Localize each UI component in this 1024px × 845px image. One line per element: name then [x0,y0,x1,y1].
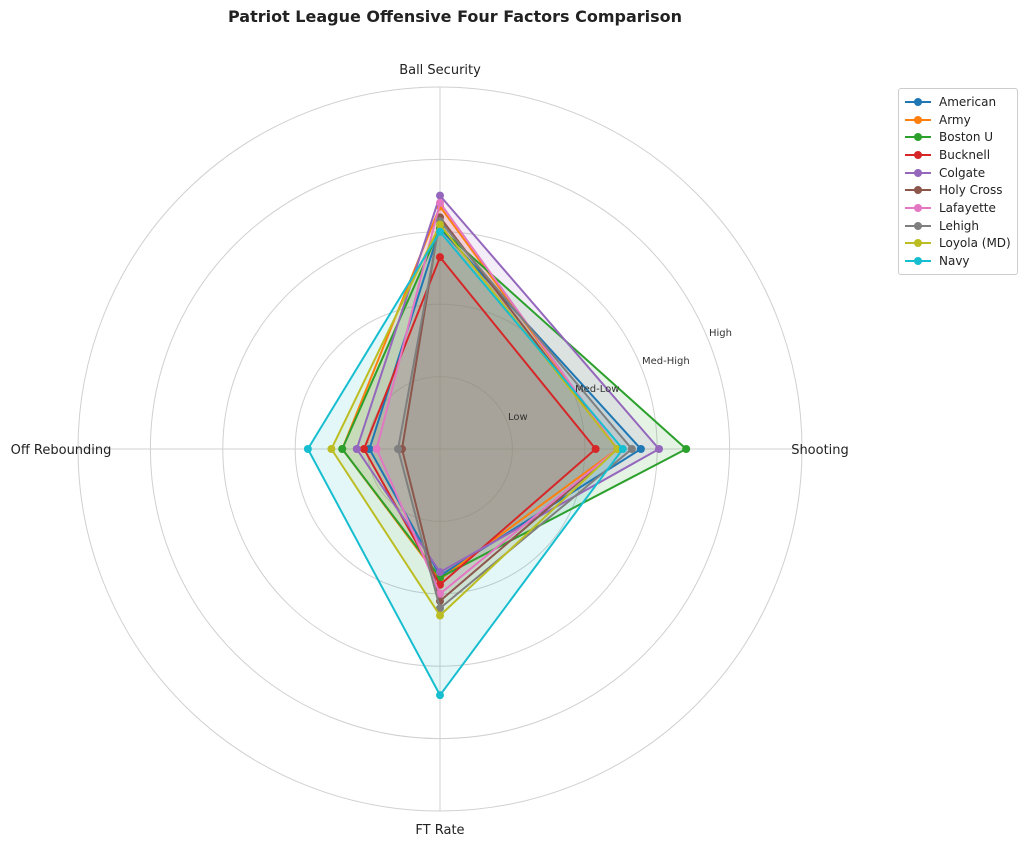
legend-marker-icon [905,114,931,126]
data-point [338,445,347,453]
legend-item: Army [899,111,1017,129]
data-point [436,604,444,613]
series-fill [307,231,623,696]
data-point [327,445,336,453]
radar-series [303,191,691,700]
legend-item: Boston U [899,128,1017,146]
legend-label: Army [939,112,971,127]
data-point [303,445,312,453]
axis-label-off-rebounding: Off Rebounding [11,443,112,458]
series-fill [376,202,618,594]
legend-item: Colgate [899,164,1017,182]
ring-label-med-low: Med-Low [575,384,619,395]
data-point [436,191,444,200]
ring-label-low: Low [508,412,528,423]
data-point [436,198,444,207]
data-point [436,611,444,620]
data-point [372,445,381,453]
legend-label: Loyola (MD) [939,236,1011,251]
series-fill [398,220,632,609]
legend-marker-icon [905,96,931,108]
legend-marker-icon [905,255,931,267]
data-point [436,589,444,598]
legend-item: Holy Cross [899,181,1017,199]
data-point [394,445,403,453]
legend-item: Lafayette [899,199,1017,217]
data-point [436,691,444,700]
data-point [591,445,600,453]
data-point [436,253,444,262]
data-point [436,220,444,229]
data-point [359,445,368,453]
legend-marker-icon [905,167,931,179]
chart-title: Patriot League Offensive Four Factors Co… [228,7,682,26]
axis-label-shooting: Shooting [791,443,849,458]
legend-marker-icon [905,220,931,232]
axis-label-ball-security: Ball Security [399,63,481,78]
legend-label: Lehigh [939,218,980,233]
legend-item: Navy [899,252,1017,270]
series-fill [401,217,618,602]
legend-item: Bucknell [899,146,1017,164]
legend-label: Navy [939,254,970,269]
data-point [627,445,636,453]
legend-label: American [939,94,997,109]
legend-marker-icon [905,149,931,161]
ring-label-med-high: Med-High [642,356,690,367]
legend-marker-icon [905,131,931,143]
legend-label: Colgate [939,165,986,180]
legend-marker-icon [905,184,931,196]
series-fill [369,228,641,576]
legend-label: Lafayette [939,200,996,215]
legend-label: Bucknell [939,147,991,162]
data-point [436,568,444,577]
series-fill [363,257,596,585]
axis-label-ft-rate: FT Rate [415,823,464,838]
legend-marker-icon [905,237,931,249]
legend-item: American [899,93,1017,111]
legend-label: Holy Cross [939,183,1003,198]
legend-label: Boston U [939,130,994,145]
legend: American Army Boston U Bucknell Colgate … [898,88,1018,275]
legend-item: Lehigh [899,217,1017,235]
data-point [618,445,627,453]
legend-marker-icon [905,202,931,214]
data-point [636,445,645,453]
ring-label-high: High [709,328,732,339]
data-point [352,445,361,453]
data-point [682,445,691,453]
data-point [436,227,444,236]
data-point [655,445,664,453]
series-fill [342,228,687,578]
legend-item: Loyola (MD) [899,235,1017,253]
